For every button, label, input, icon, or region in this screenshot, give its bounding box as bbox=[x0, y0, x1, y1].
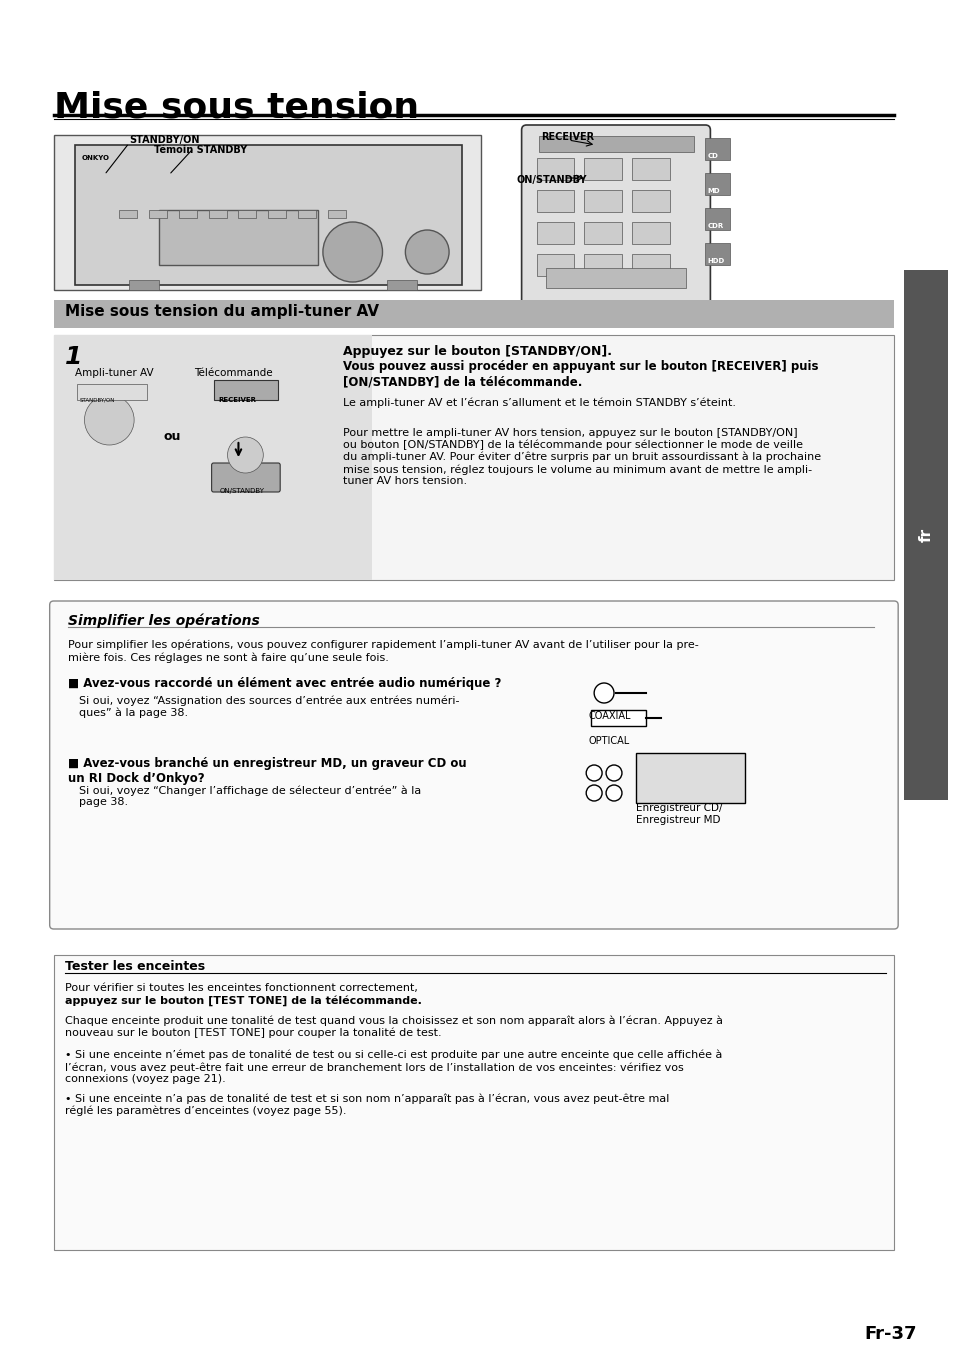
Text: fr: fr bbox=[918, 528, 933, 542]
Bar bbox=[238, 209, 256, 218]
Circle shape bbox=[585, 765, 601, 781]
FancyBboxPatch shape bbox=[50, 601, 897, 929]
Bar bbox=[631, 254, 669, 276]
Bar bbox=[119, 209, 137, 218]
Circle shape bbox=[605, 765, 621, 781]
Text: Enregistreur CD/
Enregistreur MD: Enregistreur CD/ Enregistreur MD bbox=[636, 802, 721, 824]
Bar bbox=[387, 280, 416, 290]
Bar bbox=[159, 209, 317, 265]
Text: Si oui, voyez “Assignation des sources d’entrée aux entrées numéri-
ques” à la p: Si oui, voyez “Assignation des sources d… bbox=[79, 694, 459, 717]
Bar bbox=[53, 955, 893, 1250]
Text: Mise sous tension du ampli-tuner AV: Mise sous tension du ampli-tuner AV bbox=[65, 304, 378, 319]
FancyBboxPatch shape bbox=[212, 463, 280, 492]
Circle shape bbox=[605, 785, 621, 801]
Text: Chaque enceinte produit une tonalité de test quand vous la choisissez et son nom: Chaque enceinte produit une tonalité de … bbox=[65, 1015, 721, 1038]
Text: • Si une enceinte n’a pas de tonalité de test et si son nom n’apparaît pas à l’é: • Si une enceinte n’a pas de tonalité de… bbox=[65, 1093, 668, 1116]
Text: STANDBY/ON: STANDBY/ON bbox=[79, 397, 114, 403]
Bar bbox=[583, 254, 621, 276]
Text: ON/STANDBY: ON/STANDBY bbox=[219, 488, 264, 494]
Bar bbox=[268, 209, 286, 218]
Bar bbox=[631, 158, 669, 180]
Text: Mise sous tension: Mise sous tension bbox=[53, 91, 418, 124]
FancyBboxPatch shape bbox=[521, 126, 710, 305]
Text: Témoin STANDBY: Témoin STANDBY bbox=[153, 145, 247, 155]
Text: RECEIVER: RECEIVER bbox=[541, 132, 594, 142]
Text: ■ Avez-vous raccordé un élément avec entrée audio numérique ?: ■ Avez-vous raccordé un élément avec ent… bbox=[68, 677, 500, 690]
Bar bbox=[297, 209, 315, 218]
Bar bbox=[213, 380, 278, 400]
Text: RECEIVER: RECEIVER bbox=[218, 397, 256, 403]
Text: MD: MD bbox=[707, 188, 720, 195]
Bar bbox=[583, 158, 621, 180]
Text: Si oui, voyez “Changer l’affichage de sélecteur d’entrée” à la
page 38.: Si oui, voyez “Changer l’affichage de sé… bbox=[79, 785, 421, 807]
Bar bbox=[53, 335, 893, 580]
Bar bbox=[536, 222, 574, 245]
Bar bbox=[631, 222, 669, 245]
Text: Pour vérifier si toutes les enceintes fonctionnent correctement,: Pour vérifier si toutes les enceintes fo… bbox=[65, 984, 417, 993]
Text: Le ampli-tuner AV et l’écran s’allument et le témoin STANDBY s’éteint.: Le ampli-tuner AV et l’écran s’allument … bbox=[342, 399, 735, 408]
Bar bbox=[546, 267, 685, 288]
Text: Télécommande: Télécommande bbox=[193, 367, 273, 378]
Circle shape bbox=[594, 684, 614, 703]
Bar bbox=[583, 190, 621, 212]
Bar bbox=[53, 335, 372, 580]
Bar bbox=[631, 190, 669, 212]
Text: ONKYO: ONKYO bbox=[81, 155, 110, 161]
Circle shape bbox=[322, 222, 382, 282]
Text: Ampli-tuner AV: Ampli-tuner AV bbox=[74, 367, 153, 378]
Bar bbox=[704, 173, 729, 195]
Bar bbox=[704, 208, 729, 230]
Text: Pour simplifier les opérations, vous pouvez configurer rapidement l’ampli-tuner : Pour simplifier les opérations, vous pou… bbox=[68, 640, 698, 663]
Circle shape bbox=[405, 230, 449, 274]
Text: Tester les enceintes: Tester les enceintes bbox=[65, 961, 205, 973]
Text: HDD: HDD bbox=[707, 258, 724, 263]
Bar bbox=[536, 254, 574, 276]
Bar bbox=[583, 222, 621, 245]
Text: 1: 1 bbox=[65, 345, 82, 369]
Bar bbox=[129, 280, 159, 290]
Bar bbox=[903, 270, 947, 800]
Bar bbox=[536, 158, 574, 180]
Bar bbox=[77, 384, 147, 400]
Text: • Si une enceinte n’émet pas de tonalité de test ou si celle-ci est produite par: • Si une enceinte n’émet pas de tonalité… bbox=[65, 1050, 721, 1085]
Text: CD: CD bbox=[707, 153, 718, 159]
Text: Vous pouvez aussi procéder en appuyant sur le bouton [RECEIVER] puis
[ON/STANDBY: Vous pouvez aussi procéder en appuyant s… bbox=[342, 359, 818, 388]
Bar bbox=[178, 209, 196, 218]
Bar bbox=[537, 136, 693, 153]
Bar bbox=[149, 209, 167, 218]
Bar bbox=[328, 209, 345, 218]
Bar bbox=[536, 190, 574, 212]
Text: Fr-37: Fr-37 bbox=[863, 1325, 916, 1343]
Bar bbox=[74, 145, 461, 285]
Circle shape bbox=[227, 436, 263, 473]
Text: CDR: CDR bbox=[707, 223, 723, 230]
Bar bbox=[53, 300, 893, 328]
Text: Appuyez sur le bouton [STANDBY/ON].: Appuyez sur le bouton [STANDBY/ON]. bbox=[342, 345, 611, 358]
Circle shape bbox=[85, 394, 134, 444]
Text: OPTICAL: OPTICAL bbox=[588, 736, 629, 746]
Text: ON/STANDBY: ON/STANDBY bbox=[517, 176, 586, 185]
Bar bbox=[704, 243, 729, 265]
Text: STANDBY/ON: STANDBY/ON bbox=[129, 135, 199, 145]
Bar bbox=[591, 711, 645, 725]
FancyBboxPatch shape bbox=[53, 135, 480, 290]
Bar bbox=[636, 753, 744, 802]
Text: Simplifier les opérations: Simplifier les opérations bbox=[68, 613, 259, 627]
Text: appuyez sur le bouton [TEST TONE] de la télécommande.: appuyez sur le bouton [TEST TONE] de la … bbox=[65, 994, 421, 1005]
Text: ou: ou bbox=[164, 430, 181, 443]
Circle shape bbox=[585, 785, 601, 801]
Text: Pour mettre le ampli-tuner AV hors tension, appuyez sur le bouton [STANDBY/ON]
o: Pour mettre le ampli-tuner AV hors tensi… bbox=[342, 428, 820, 486]
Text: ■ Avez-vous branché un enregistreur MD, un graveur CD ou
un RI Dock d’Onkyo?: ■ Avez-vous branché un enregistreur MD, … bbox=[68, 757, 466, 785]
Text: COAXIAL: COAXIAL bbox=[588, 711, 630, 721]
Bar bbox=[704, 138, 729, 159]
Bar bbox=[209, 209, 226, 218]
